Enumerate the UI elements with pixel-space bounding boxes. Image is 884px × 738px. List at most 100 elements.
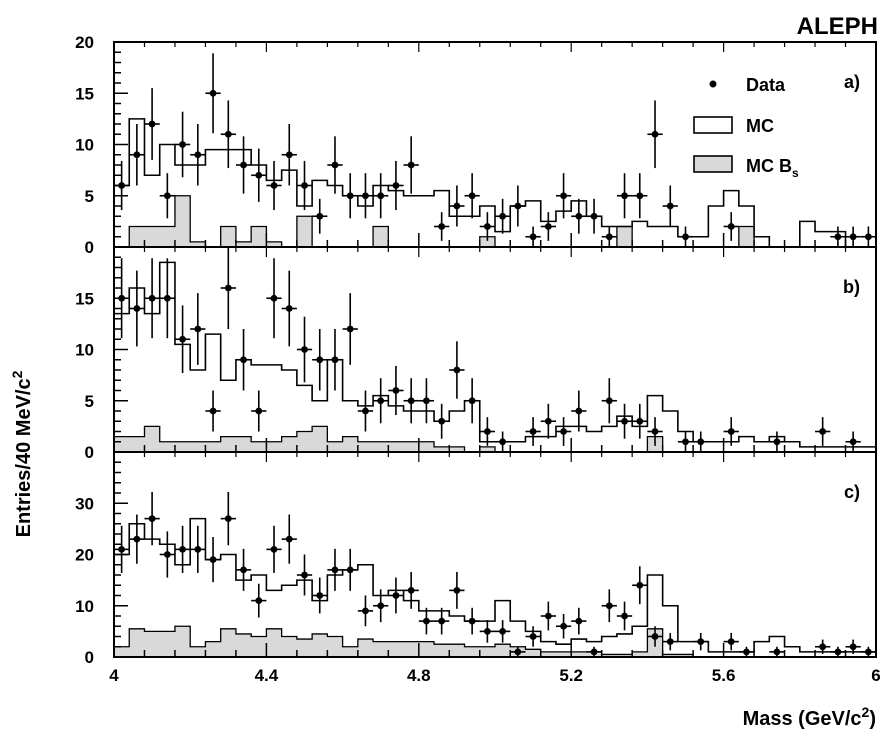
data-point xyxy=(129,124,145,186)
data-point xyxy=(540,403,556,439)
data-marker xyxy=(194,151,202,159)
data-marker xyxy=(285,535,293,543)
data-point xyxy=(296,554,313,596)
data-marker xyxy=(651,428,659,435)
legend-mcbs-subscript: s xyxy=(792,166,799,180)
legend: Data MC MC Bs xyxy=(693,75,799,180)
data-point xyxy=(174,305,191,374)
data-point xyxy=(373,378,389,424)
data-marker xyxy=(133,151,141,159)
data-marker xyxy=(849,233,857,241)
data-marker xyxy=(605,602,613,610)
data-marker xyxy=(849,438,857,446)
data-point xyxy=(159,173,175,219)
data-marker xyxy=(849,643,857,651)
data-marker xyxy=(163,551,171,558)
data-point xyxy=(495,431,511,452)
y-tick-label: 15 xyxy=(75,289,94,308)
panel-label: c) xyxy=(844,482,860,502)
data-marker xyxy=(575,212,583,220)
data-marker xyxy=(194,545,202,553)
data-point xyxy=(235,136,252,194)
data-marker xyxy=(636,581,644,589)
data-point xyxy=(342,548,358,591)
data-marker xyxy=(377,602,385,610)
data-marker xyxy=(544,223,552,230)
x-axis-label-close: ) xyxy=(869,708,876,730)
data-marker xyxy=(316,592,324,599)
data-point xyxy=(845,431,861,452)
data-marker xyxy=(148,120,156,128)
data-point xyxy=(129,514,145,564)
data-point xyxy=(220,100,236,169)
data-marker xyxy=(377,397,385,405)
data-point xyxy=(769,646,785,657)
data-marker xyxy=(407,586,415,594)
data-point xyxy=(449,571,465,609)
y-tick-label: 10 xyxy=(75,597,94,616)
data-point xyxy=(495,620,511,643)
y-tick-label: 15 xyxy=(75,84,94,103)
x-tick-label: 4 xyxy=(109,666,119,685)
data-point xyxy=(434,607,450,635)
data-point xyxy=(281,124,297,186)
data-point xyxy=(601,589,617,623)
data-marker xyxy=(453,202,461,210)
data-marker xyxy=(346,566,354,574)
data-marker xyxy=(163,294,171,302)
data-point xyxy=(129,270,145,347)
data-marker xyxy=(682,233,689,241)
data-marker xyxy=(682,438,689,446)
data-point xyxy=(144,88,160,160)
data-point xyxy=(357,173,374,219)
data-marker xyxy=(605,397,613,405)
y-tick-label: 30 xyxy=(75,494,94,513)
data-marker xyxy=(499,212,507,220)
data-point xyxy=(860,646,876,657)
y-tick-label: 5 xyxy=(85,392,94,411)
data-point xyxy=(296,316,313,383)
x-axis-label: Mass (GeV/c2) xyxy=(743,704,876,730)
data-marker xyxy=(255,407,263,415)
data-marker xyxy=(560,622,567,630)
data-point xyxy=(647,626,663,647)
data-marker xyxy=(240,356,247,364)
data-marker xyxy=(270,545,278,553)
data-marker xyxy=(255,171,263,179)
mc-bs-histogram xyxy=(114,425,876,452)
data-marker xyxy=(560,428,567,435)
data-marker xyxy=(392,182,400,189)
data-point xyxy=(464,378,480,424)
data-marker xyxy=(499,627,507,635)
data-point xyxy=(174,111,191,178)
data-marker xyxy=(636,192,644,200)
data-marker xyxy=(392,592,400,599)
data-point xyxy=(555,173,572,219)
data-marker xyxy=(118,545,126,553)
data-marker xyxy=(240,566,247,574)
data-marker xyxy=(621,612,628,620)
data-marker xyxy=(331,161,339,169)
data-point xyxy=(373,173,389,219)
data-marker xyxy=(407,397,415,405)
data-marker xyxy=(819,643,827,651)
experiment-label: ALEPH xyxy=(797,13,878,40)
data-point xyxy=(632,173,648,219)
data-point xyxy=(327,329,343,391)
data-point xyxy=(555,417,572,446)
data-marker xyxy=(499,438,507,446)
data-point xyxy=(586,646,602,657)
data-point xyxy=(723,417,739,446)
y-tick-label: 0 xyxy=(85,443,94,462)
data-marker xyxy=(468,397,476,405)
data-marker xyxy=(560,192,567,200)
data-marker xyxy=(285,151,293,159)
y-tick-label: 10 xyxy=(75,136,94,155)
panel-2: 0 5 10 15 b) xyxy=(75,246,877,462)
data-marker xyxy=(438,617,446,625)
legend-mcbs-swatch xyxy=(693,155,733,173)
data-marker xyxy=(118,182,126,189)
data-marker xyxy=(346,192,354,200)
data-point xyxy=(662,632,678,651)
